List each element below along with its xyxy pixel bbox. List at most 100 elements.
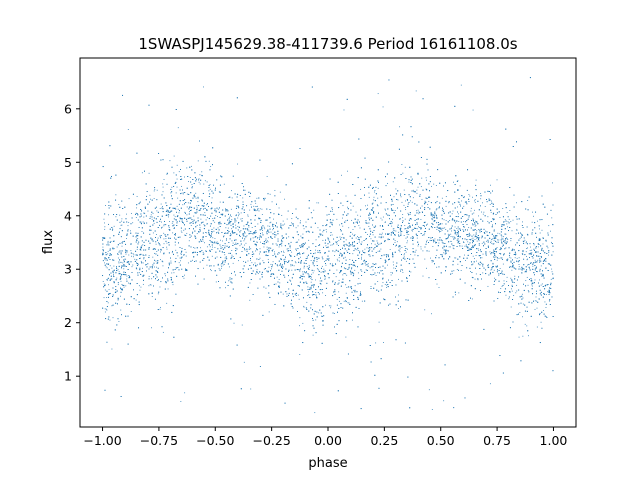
data-point bbox=[150, 284, 152, 286]
data-point bbox=[132, 222, 134, 224]
data-point bbox=[380, 248, 382, 250]
data-point bbox=[347, 206, 348, 208]
data-point bbox=[225, 239, 227, 241]
data-point bbox=[365, 205, 366, 207]
data-point bbox=[452, 210, 454, 212]
data-point bbox=[295, 262, 297, 264]
data-point bbox=[552, 278, 554, 280]
data-point bbox=[444, 227, 446, 229]
data-point bbox=[459, 185, 461, 187]
data-point bbox=[195, 237, 197, 239]
data-point bbox=[474, 245, 475, 247]
data-point bbox=[417, 186, 419, 188]
data-point bbox=[328, 305, 330, 307]
data-point bbox=[143, 255, 145, 256]
data-point bbox=[230, 208, 232, 210]
data-point bbox=[162, 331, 164, 333]
data-point bbox=[165, 238, 167, 240]
data-point bbox=[384, 221, 386, 223]
data-point bbox=[484, 206, 486, 207]
data-point bbox=[155, 243, 157, 245]
data-point bbox=[387, 239, 389, 241]
data-point bbox=[338, 291, 340, 293]
data-point bbox=[441, 210, 443, 212]
data-point bbox=[273, 224, 275, 226]
data-point bbox=[278, 246, 280, 248]
data-point bbox=[345, 336, 347, 338]
data-point bbox=[306, 256, 308, 258]
data-point bbox=[382, 216, 384, 218]
data-point bbox=[307, 295, 308, 296]
data-point bbox=[267, 225, 269, 227]
data-point bbox=[125, 285, 127, 287]
data-point bbox=[259, 235, 261, 237]
data-point bbox=[105, 258, 107, 259]
data-point bbox=[519, 312, 521, 313]
data-point bbox=[103, 297, 105, 299]
data-point bbox=[446, 250, 448, 252]
data-point bbox=[392, 181, 394, 183]
data-point bbox=[297, 294, 299, 296]
data-point bbox=[239, 245, 241, 247]
data-point bbox=[127, 228, 129, 230]
data-point bbox=[530, 252, 532, 254]
data-point bbox=[104, 228, 106, 230]
data-point bbox=[475, 220, 476, 222]
data-point bbox=[518, 268, 520, 270]
data-point bbox=[534, 267, 536, 269]
data-point bbox=[157, 267, 159, 269]
data-point bbox=[316, 261, 318, 263]
data-point bbox=[545, 268, 547, 269]
data-point bbox=[214, 221, 216, 223]
data-point bbox=[343, 244, 345, 246]
data-point bbox=[240, 230, 242, 232]
data-point bbox=[439, 227, 441, 229]
data-point bbox=[253, 205, 255, 207]
data-point bbox=[544, 301, 546, 303]
data-point bbox=[181, 192, 183, 194]
data-point bbox=[216, 232, 218, 233]
data-point bbox=[377, 205, 379, 207]
data-point bbox=[256, 197, 258, 199]
data-point bbox=[436, 208, 438, 210]
data-point bbox=[325, 229, 327, 231]
data-point bbox=[454, 219, 456, 221]
data-point bbox=[457, 206, 458, 208]
data-point bbox=[271, 201, 273, 203]
data-point bbox=[243, 235, 245, 237]
data-point bbox=[213, 230, 215, 232]
data-point bbox=[414, 254, 416, 256]
data-point bbox=[416, 228, 418, 230]
data-point bbox=[310, 260, 312, 261]
data-point bbox=[355, 265, 356, 267]
data-point bbox=[203, 267, 204, 269]
data-point bbox=[460, 195, 462, 196]
data-point bbox=[516, 228, 518, 230]
data-point bbox=[516, 202, 517, 204]
data-point bbox=[470, 207, 472, 209]
data-point bbox=[170, 192, 172, 194]
data-point bbox=[180, 260, 181, 262]
data-point bbox=[468, 227, 470, 229]
data-point bbox=[316, 202, 318, 204]
data-point bbox=[302, 271, 304, 273]
data-point bbox=[339, 260, 340, 262]
data-point bbox=[259, 248, 261, 250]
data-point bbox=[521, 253, 523, 255]
data-point bbox=[510, 306, 512, 308]
data-point bbox=[267, 230, 269, 232]
data-point bbox=[300, 220, 301, 222]
data-point bbox=[188, 181, 189, 183]
data-point bbox=[459, 245, 461, 247]
data-point bbox=[542, 237, 544, 239]
data-point bbox=[348, 266, 350, 268]
data-point bbox=[165, 275, 166, 277]
data-point bbox=[162, 191, 164, 193]
data-point bbox=[323, 268, 325, 270]
data-point bbox=[264, 228, 266, 230]
data-point bbox=[231, 230, 233, 231]
data-point bbox=[192, 259, 193, 261]
data-point bbox=[132, 256, 134, 258]
data-point bbox=[212, 237, 214, 239]
data-point bbox=[221, 266, 223, 267]
